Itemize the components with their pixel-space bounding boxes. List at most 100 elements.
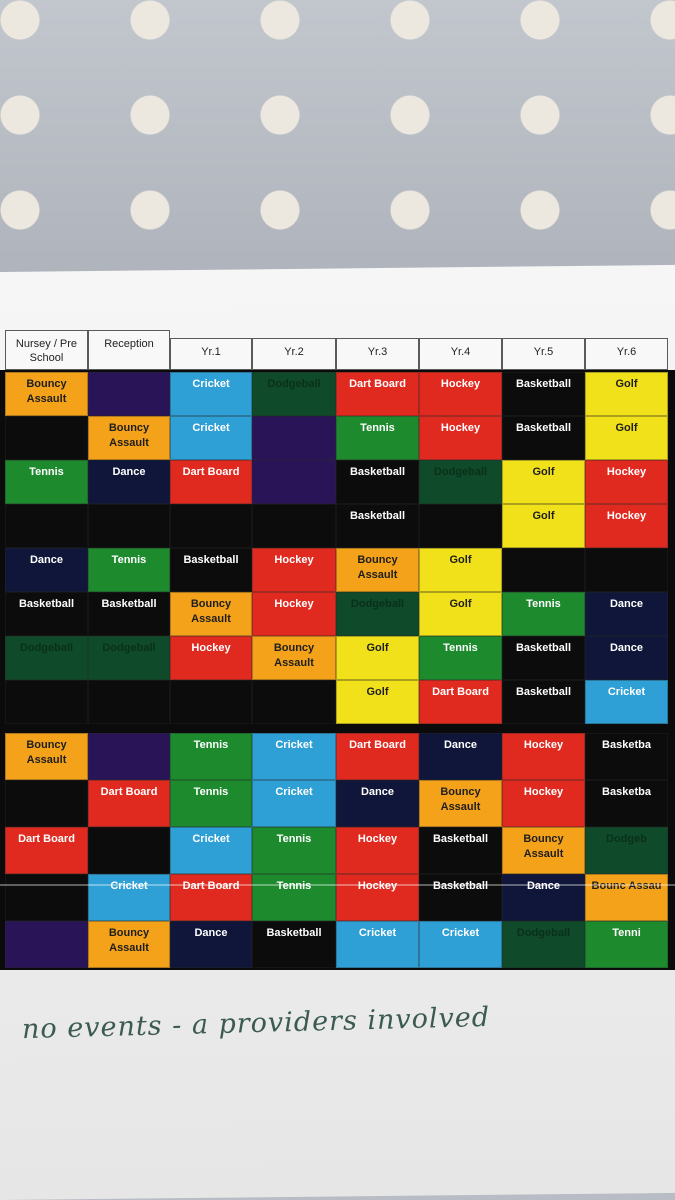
timetable-cell: Dodgeball (5, 636, 88, 680)
timetable-cell: Dodgeball (252, 372, 336, 416)
timetable-cell (5, 504, 88, 548)
timetable-cell: Dance (88, 460, 170, 504)
timetable-cell: Tenni (585, 921, 668, 968)
timetable-cell: Dodgeball (419, 460, 502, 504)
timetable-cell: Hockey (252, 592, 336, 636)
timetable-cell: Bouncy Assault (5, 372, 88, 416)
timetable-cell: Dart Board (336, 372, 419, 416)
timetable-cell: Bouncy Assault (502, 827, 585, 874)
timetable-cell: Bouncy Assault (336, 548, 419, 592)
timetable-cell (252, 680, 336, 724)
timetable-cell: Cricket (170, 372, 252, 416)
column-header: Yr.1 (170, 338, 252, 370)
timetable-cell (252, 504, 336, 548)
timetable-cell: Golf (419, 592, 502, 636)
timetable-cell: Dodgeball (336, 592, 419, 636)
timetable-cell (5, 874, 88, 921)
timetable-cell: Cricket (419, 921, 502, 968)
timetable-cell (5, 680, 88, 724)
timetable-cell: Golf (336, 636, 419, 680)
timetable-cell: Bouncy Assault (170, 592, 252, 636)
column-header: Nursey / Pre School (5, 330, 88, 370)
timetable-cell: Hockey (419, 416, 502, 460)
timetable-cell: Basketba (585, 780, 668, 827)
timetable-cell: Golf (336, 680, 419, 724)
column-header: Yr.4 (419, 338, 502, 370)
timetable-cell: Golf (502, 504, 585, 548)
timetable-cell: Basketball (336, 460, 419, 504)
timetable-cell: Tennis (252, 827, 336, 874)
column-header: Reception (88, 330, 170, 370)
timetable-cell: Dance (336, 780, 419, 827)
column-header: Yr.5 (502, 338, 585, 370)
timetable-cell: Cricket (585, 680, 668, 724)
timetable-cell: Dart Board (5, 827, 88, 874)
timetable-cell: Bouncy Assault (252, 636, 336, 680)
column-header: Yr.3 (336, 338, 419, 370)
timetable-cell: Dance (5, 548, 88, 592)
timetable-cell (585, 548, 668, 592)
timetable-cell: Hockey (170, 636, 252, 680)
timetable-cell: Hockey (252, 548, 336, 592)
polka-dot-tablecloth (0, 0, 675, 290)
timetable-cell: Dart Board (88, 780, 170, 827)
timetable-cell: Tennis (419, 636, 502, 680)
timetable-cell: Basketball (502, 416, 585, 460)
column-header: Yr.2 (252, 338, 336, 370)
timetable-cell (419, 504, 502, 548)
timetable-cell: Cricket (88, 874, 170, 921)
timetable-cell: Tennis (88, 548, 170, 592)
timetable-cell: Dart Board (170, 460, 252, 504)
timetable-cell: Cricket (170, 416, 252, 460)
timetable-cell (88, 827, 170, 874)
timetable-cell: Bouncy Assault (88, 921, 170, 968)
timetable-cell (88, 733, 170, 780)
timetable-cell: Golf (585, 372, 668, 416)
timetable-cell: Tennis (502, 592, 585, 636)
column-header: Yr.6 (585, 338, 668, 370)
timetable-cell: Dance (170, 921, 252, 968)
timetable-cell: Dance (585, 636, 668, 680)
timetable-cell: Hockey (502, 780, 585, 827)
timetable-cell: Dance (502, 874, 585, 921)
timetable-cell: Bouncy Assault (5, 733, 88, 780)
timetable-cell: Golf (419, 548, 502, 592)
timetable-cell (88, 372, 170, 416)
timetable-cell: Basketball (170, 548, 252, 592)
timetable-cell: Dodgeball (88, 636, 170, 680)
timetable-cell: Basketball (88, 592, 170, 636)
timetable-cell: Dart Board (419, 680, 502, 724)
timetable-cell (170, 680, 252, 724)
timetable-cell: Cricket (252, 733, 336, 780)
timetable-cell: Bounc Assau (585, 874, 668, 921)
timetable-cell: Basketball (5, 592, 88, 636)
timetable-cell: Basketball (502, 680, 585, 724)
timetable-cell: Tennis (170, 780, 252, 827)
timetable-cell: Tennis (170, 733, 252, 780)
timetable-cell: Cricket (336, 921, 419, 968)
timetable-cell: Hockey (585, 460, 668, 504)
timetable-cell: Dodgeball (502, 921, 585, 968)
timetable-cell: Hockey (585, 504, 668, 548)
timetable-cell: Hockey (419, 372, 502, 416)
timetable-cell (88, 680, 170, 724)
timetable-cell (502, 548, 585, 592)
timetable-cell: Basketball (502, 372, 585, 416)
timetable-cell: Basketba (585, 733, 668, 780)
timetable-cell: Bouncy Assault (88, 416, 170, 460)
paper-crease (0, 884, 675, 886)
timetable-cell: Golf (585, 416, 668, 460)
timetable-cell: Tennis (336, 416, 419, 460)
timetable-cell (252, 416, 336, 460)
timetable-cell: Hockey (502, 733, 585, 780)
timetable-cell: Hockey (336, 827, 419, 874)
timetable-cell (170, 504, 252, 548)
timetable-cell: Basketball (502, 636, 585, 680)
timetable-cell: Basketball (419, 874, 502, 921)
timetable-cell (5, 780, 88, 827)
timetable-cell: Tennis (252, 874, 336, 921)
timetable-cell: Golf (502, 460, 585, 504)
timetable-cell (88, 504, 170, 548)
timetable-cell: Basketball (336, 504, 419, 548)
